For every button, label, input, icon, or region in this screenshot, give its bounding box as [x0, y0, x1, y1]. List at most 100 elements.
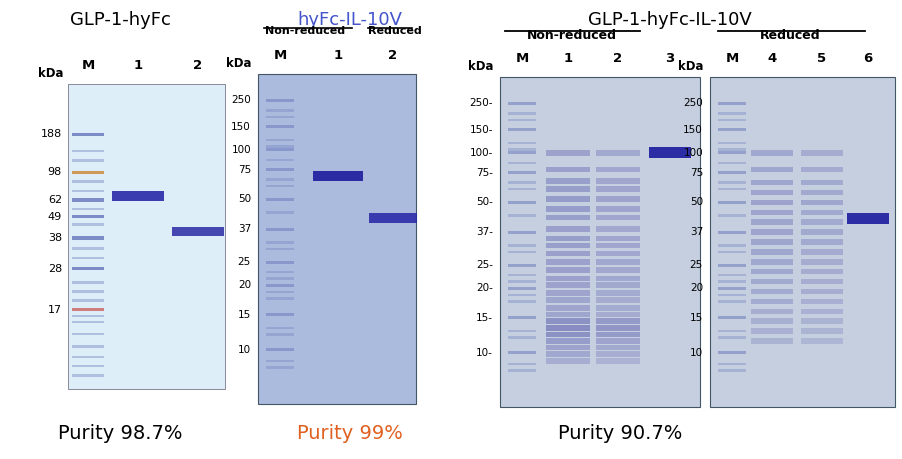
Bar: [800, 259, 842, 264]
Bar: [72, 171, 104, 174]
Bar: [546, 178, 589, 184]
Bar: [508, 251, 536, 253]
Bar: [546, 338, 589, 344]
Text: 6: 6: [862, 52, 871, 65]
Text: 100: 100: [683, 148, 703, 158]
Bar: [500, 77, 699, 407]
Bar: [72, 267, 104, 270]
Bar: [313, 171, 363, 181]
Text: 37: 37: [689, 227, 703, 237]
Bar: [266, 158, 294, 161]
Bar: [750, 167, 792, 172]
Bar: [717, 274, 745, 276]
Bar: [266, 168, 294, 171]
Text: 20-: 20-: [475, 283, 492, 293]
Bar: [546, 312, 589, 317]
Text: 28: 28: [48, 263, 62, 274]
Bar: [717, 102, 745, 105]
Text: 1: 1: [133, 59, 143, 72]
Bar: [595, 214, 640, 220]
Bar: [750, 249, 792, 255]
Text: 2: 2: [612, 52, 621, 65]
Bar: [717, 330, 745, 332]
Text: M: M: [273, 49, 286, 62]
Bar: [595, 297, 640, 302]
Text: M: M: [724, 52, 738, 65]
Text: 250: 250: [231, 95, 251, 106]
Bar: [72, 180, 104, 183]
Bar: [508, 151, 536, 154]
Bar: [717, 151, 745, 154]
Bar: [72, 236, 104, 240]
Bar: [750, 289, 792, 294]
Bar: [266, 271, 294, 273]
Bar: [546, 167, 589, 172]
Bar: [546, 251, 589, 256]
Bar: [717, 251, 745, 253]
Bar: [508, 102, 536, 105]
Bar: [717, 171, 745, 174]
Text: 15: 15: [689, 313, 703, 323]
Text: 1: 1: [333, 49, 342, 62]
Bar: [72, 133, 104, 136]
Bar: [717, 280, 745, 283]
Bar: [717, 188, 745, 190]
Bar: [72, 247, 104, 250]
Text: 75: 75: [237, 165, 251, 175]
Bar: [800, 230, 842, 235]
Text: GLP-1-hyFc: GLP-1-hyFc: [69, 11, 170, 29]
Bar: [72, 308, 104, 312]
Bar: [595, 242, 640, 248]
Bar: [508, 336, 536, 339]
Bar: [595, 150, 640, 156]
Bar: [266, 109, 294, 112]
Bar: [72, 257, 104, 259]
Bar: [717, 181, 745, 184]
Bar: [546, 358, 589, 364]
Bar: [508, 181, 536, 184]
Text: 4: 4: [767, 52, 776, 65]
Bar: [508, 330, 536, 332]
Bar: [750, 239, 792, 245]
Bar: [72, 159, 104, 162]
Bar: [546, 291, 589, 296]
Bar: [717, 148, 745, 151]
Bar: [800, 279, 842, 284]
Text: 50: 50: [237, 195, 251, 204]
Bar: [266, 148, 294, 151]
Bar: [508, 148, 536, 151]
Bar: [72, 356, 104, 358]
Bar: [171, 226, 224, 235]
Bar: [750, 279, 792, 284]
Bar: [508, 142, 536, 144]
Bar: [72, 299, 104, 302]
Bar: [508, 369, 536, 372]
Bar: [717, 118, 745, 121]
Text: 150: 150: [231, 122, 251, 132]
Bar: [266, 248, 294, 250]
Bar: [508, 294, 536, 296]
Bar: [68, 84, 225, 389]
Text: 50-: 50-: [475, 197, 492, 207]
Text: kDa: kDa: [677, 60, 704, 73]
Bar: [595, 358, 640, 364]
Text: 2: 2: [193, 59, 202, 72]
Text: GLP-1-hyFc-IL-10V: GLP-1-hyFc-IL-10V: [587, 11, 751, 29]
Text: kDa: kDa: [39, 67, 64, 80]
Bar: [508, 118, 536, 121]
Bar: [649, 147, 690, 158]
Text: 1: 1: [563, 52, 572, 65]
Bar: [717, 316, 745, 319]
Bar: [72, 223, 104, 225]
Text: 100: 100: [231, 145, 251, 155]
Bar: [266, 313, 294, 316]
Text: 37: 37: [237, 224, 251, 234]
Bar: [800, 269, 842, 274]
Bar: [508, 112, 536, 115]
Bar: [546, 206, 589, 212]
Bar: [717, 351, 745, 354]
Text: 49: 49: [48, 212, 62, 222]
Bar: [266, 277, 294, 280]
Bar: [266, 228, 294, 230]
Bar: [595, 338, 640, 344]
